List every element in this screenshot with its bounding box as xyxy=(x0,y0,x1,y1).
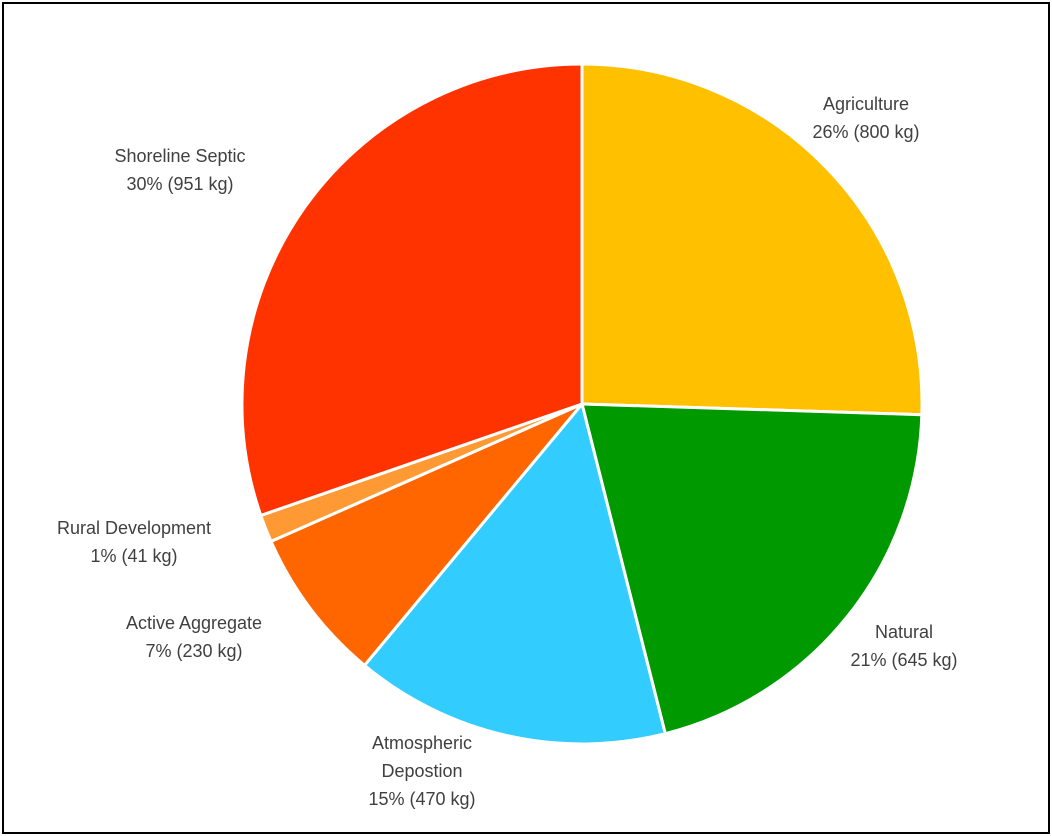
slice-value: 30% (951 kg) xyxy=(126,174,233,194)
slice-label-atmospheric-depostion: Atmospheric Depostion 15% (470 kg) xyxy=(368,733,475,809)
pie-chart: Agriculture 26% (800 kg) Natural 21% (645 k… xyxy=(4,4,1048,832)
slice-value: 15% (470 kg) xyxy=(368,789,475,809)
pie-slice-agriculture xyxy=(582,64,922,415)
slice-label-shoreline-septic: Shoreline Septic 30% (951 kg) xyxy=(114,146,245,194)
slice-name: Atmospheric xyxy=(372,733,472,753)
slice-name: Rural Development xyxy=(57,518,211,538)
slice-label-active-aggregate: Active Aggregate 7% (230 kg) xyxy=(126,613,262,661)
slice-name: Agriculture xyxy=(823,94,909,114)
slice-name: Depostion xyxy=(381,761,462,781)
slice-name: Shoreline Septic xyxy=(114,146,245,166)
slice-name: Active Aggregate xyxy=(126,613,262,633)
slice-name: Natural xyxy=(875,622,933,642)
slice-value: 1% (41 kg) xyxy=(90,546,177,566)
slice-label-natural: Natural 21% (645 kg) xyxy=(850,622,957,670)
slice-value: 21% (645 kg) xyxy=(850,650,957,670)
slice-value: 7% (230 kg) xyxy=(145,641,242,661)
slice-label-rural-development: Rural Development 1% (41 kg) xyxy=(57,518,211,566)
slice-value: 26% (800 kg) xyxy=(812,122,919,142)
pie-slices xyxy=(242,64,922,744)
slice-label-agriculture: Agriculture 26% (800 kg) xyxy=(812,94,919,142)
